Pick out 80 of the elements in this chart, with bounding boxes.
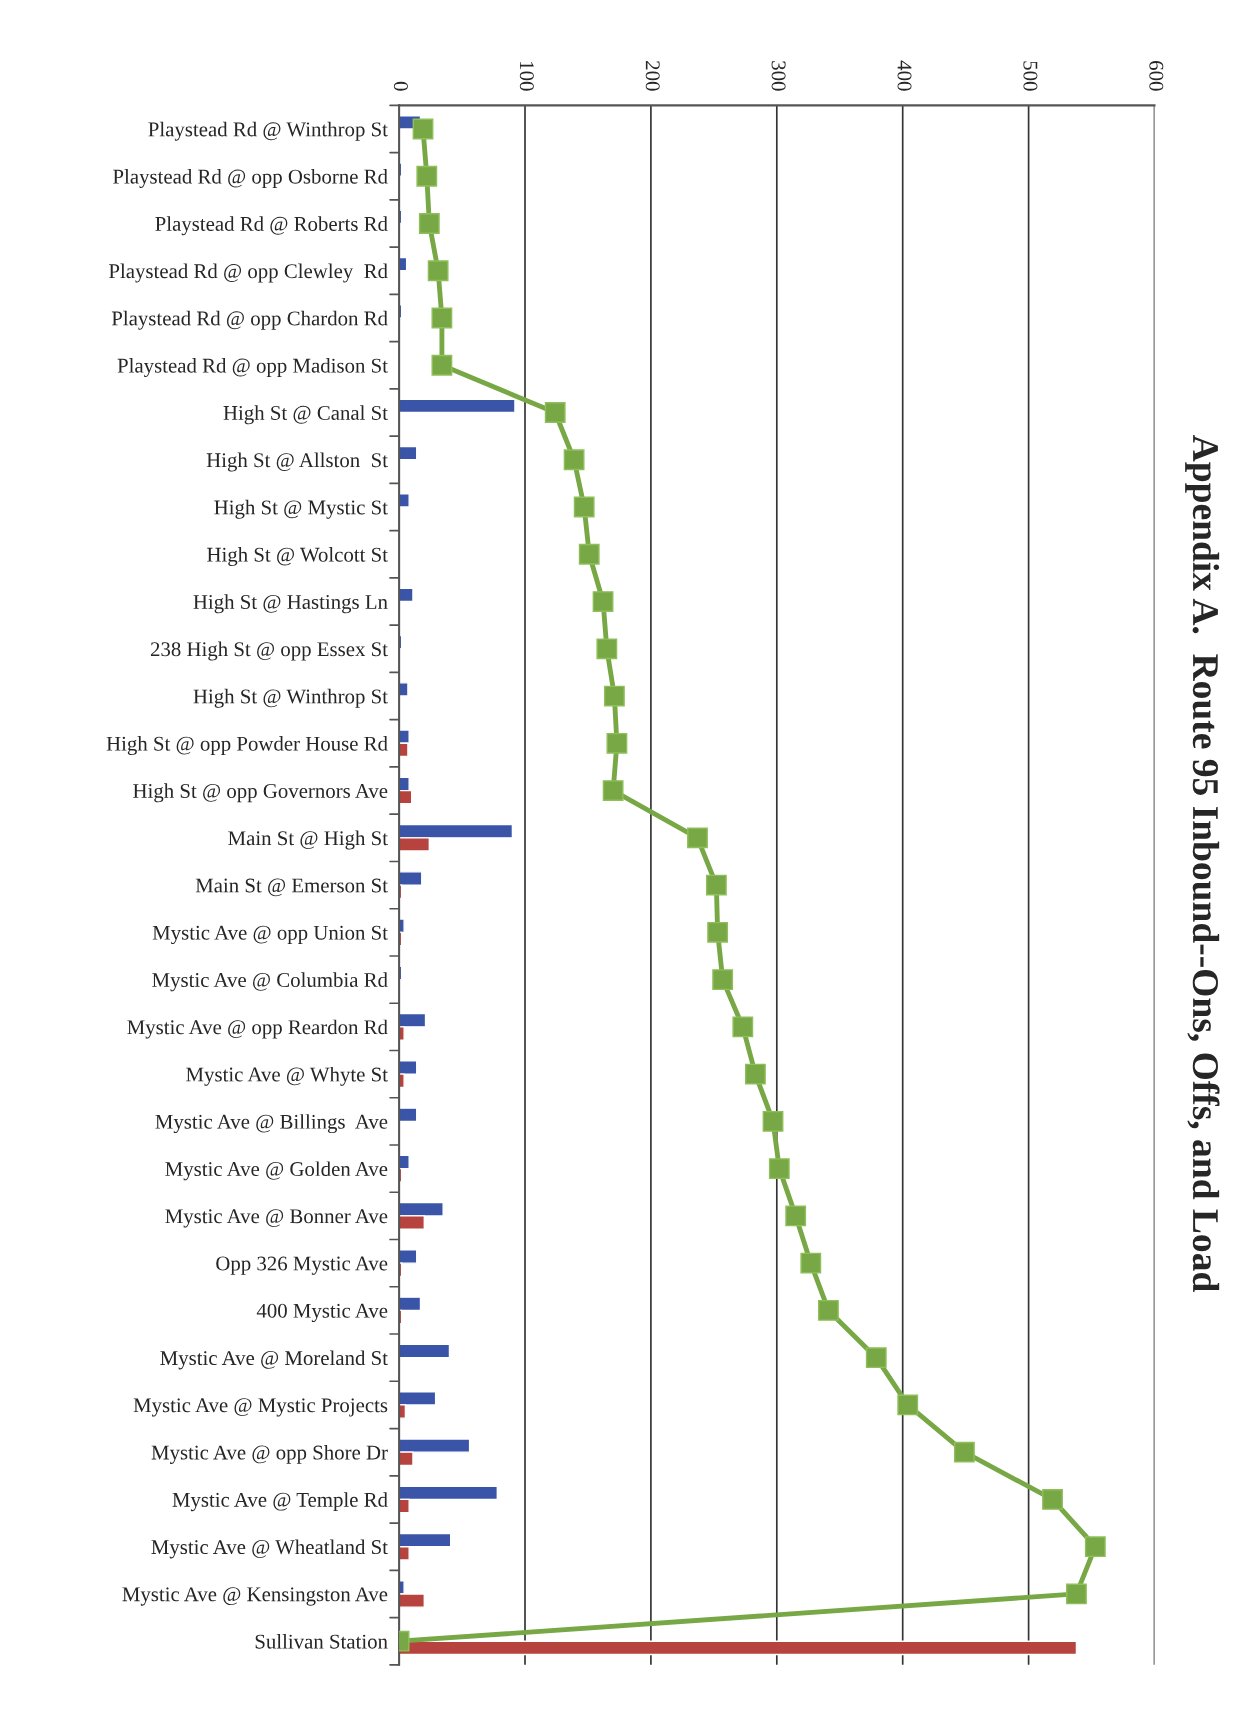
point (712, 969, 734, 991)
point (800, 1252, 822, 1274)
point (732, 1016, 754, 1038)
y-tick-label: High St @ opp Powder House Rd (106, 736, 388, 756)
y-tick-label: 400 Mystic Ave (256, 1303, 388, 1323)
y-tick-label: Mystic Ave @ opp Shore Dr (151, 1444, 388, 1464)
point (431, 354, 453, 376)
y-tick-label: 238 High St @ opp Essex St (150, 641, 388, 661)
y-tick-label: High St @ opp Governors Ave (133, 783, 388, 803)
y-tick-label: Mystic Ave @ opp Reardon Rd (127, 1019, 388, 1039)
y-tick-label: High St @ Mystic St (214, 499, 388, 519)
point (431, 307, 453, 329)
x-tick-label: 400 (897, 60, 912, 91)
y-tick-label: Mystic Ave @ Wheatland St (151, 1539, 388, 1559)
point (897, 1394, 919, 1416)
y-tick-label: Playstead Rd @ opp Clewley Rd (109, 263, 388, 283)
point (606, 732, 628, 754)
bar (399, 1343, 451, 1359)
point (953, 1441, 975, 1463)
point (768, 1158, 790, 1180)
y-tick-label: Mystic Ave @ Bonner Ave (165, 1209, 388, 1228)
point (427, 260, 449, 282)
point (865, 1347, 887, 1369)
bar (399, 1107, 418, 1123)
y-tick-label: Playstead Rd @ Winthrop St (148, 121, 388, 141)
point (1042, 1489, 1063, 1510)
point (563, 449, 585, 471)
point (707, 921, 729, 943)
y-tick-label: Mystic Ave @ Temple Rd (172, 1492, 388, 1512)
point (596, 638, 618, 660)
point (592, 591, 614, 612)
point (412, 118, 434, 140)
y-tick-label: High St @ Canal St (223, 405, 388, 425)
bar (399, 398, 516, 414)
point (687, 827, 708, 849)
y-tick-label: Playstead Rd @ opp Chardon Rd (111, 310, 388, 330)
y-tick-label: Mystic Ave @ Mystic Projects (133, 1398, 388, 1417)
bar (399, 682, 409, 697)
bar (399, 587, 414, 603)
x-tick-label: 300 (771, 61, 786, 91)
y-tick-label: High St @ Winthrop St (193, 688, 388, 708)
y-tick-label: Playstead Rd @ opp Osborne Rd (113, 169, 388, 188)
y-tick-label: Mystic Ave @ Kensingston Ave (122, 1587, 388, 1606)
y-tick-label: Main St @ High St (228, 830, 388, 850)
y-tick-label: Mystic Ave @ Billings Ave (155, 1114, 388, 1134)
point (785, 1205, 807, 1227)
point (602, 780, 624, 801)
point (578, 543, 600, 565)
point (818, 1299, 839, 1321)
point (573, 496, 595, 518)
x-tick-label: 100 (519, 62, 534, 91)
x-tick-label: 0 (393, 81, 408, 91)
y-tick-label: Opp 326 Mystic Ave (216, 1256, 388, 1275)
point (1084, 1536, 1106, 1558)
text: Appendix A. Route 95 Inbound--Ons, Offs, and Load (1185, 435, 1220, 1292)
bar (399, 1640, 1078, 1656)
y-tick-label: Sullivan Station (255, 1633, 388, 1649)
bar (399, 493, 410, 508)
point (603, 685, 625, 707)
point (416, 165, 438, 187)
y-tick-label: Mystic Ave @ Columbia Rd (152, 972, 388, 992)
y-tick-label: High St @ Wolcott St (207, 547, 388, 567)
point (762, 1110, 784, 1132)
point (744, 1063, 766, 1085)
x-tick-label: 500 (1023, 61, 1038, 91)
x-tick-label: 200 (645, 61, 660, 91)
point (1066, 1583, 1087, 1605)
point (418, 213, 440, 234)
y-tick-label: Mystic Ave @ Moreland St (160, 1350, 388, 1370)
y-tick-label: Mystic Ave @ Whyte St (186, 1066, 388, 1086)
y-tick-label: Mystic Ave @ opp Union St (152, 925, 388, 945)
x-tick-label: 600 (1149, 61, 1164, 91)
y-tick-label: Playstead Rd @ Roberts Rd (155, 216, 388, 236)
y-tick-label: Playstead Rd @ opp Madison St (117, 358, 388, 377)
point (705, 874, 727, 896)
y-tick-label: High St @ Allston St (206, 452, 388, 472)
y-tick-label: Main St @ Emerson St (195, 878, 388, 897)
y-tick-label: High St @ Hastings Ln (193, 594, 388, 614)
y-tick-label: Mystic Ave @ Golden Ave (165, 1161, 388, 1181)
point (544, 402, 566, 423)
